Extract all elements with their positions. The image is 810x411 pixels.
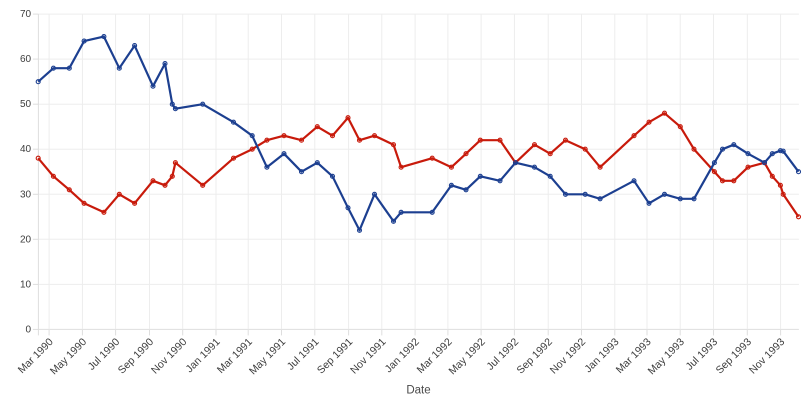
svg-text:70: 70 [20,9,32,20]
svg-text:30: 30 [20,189,32,200]
svg-text:40: 40 [20,144,32,155]
svg-text:10: 10 [20,279,32,290]
svg-text:50: 50 [20,99,32,110]
svg-text:Date: Date [406,385,430,397]
svg-text:60: 60 [20,54,32,65]
svg-text:0: 0 [26,324,32,335]
svg-text:20: 20 [20,234,32,245]
